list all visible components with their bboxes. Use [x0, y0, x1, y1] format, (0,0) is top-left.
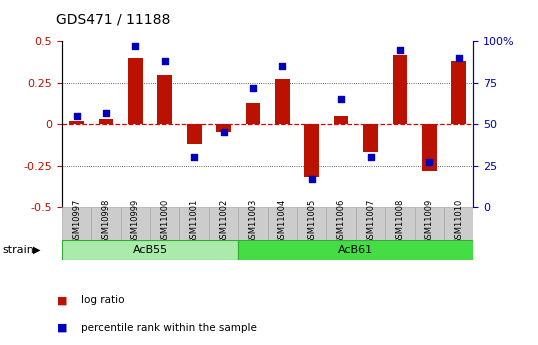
Point — [72, 113, 81, 119]
Text: strain: strain — [3, 245, 34, 255]
Point — [278, 63, 287, 69]
Text: GSM11006: GSM11006 — [337, 199, 345, 245]
Text: ▶: ▶ — [33, 245, 41, 255]
Text: ■: ■ — [56, 323, 67, 333]
Bar — [238, 240, 473, 260]
Bar — [91, 207, 121, 240]
Bar — [422, 124, 437, 170]
Bar — [62, 207, 91, 240]
Point — [190, 155, 199, 160]
Bar — [415, 207, 444, 240]
Bar — [216, 124, 231, 132]
Text: percentile rank within the sample: percentile rank within the sample — [81, 323, 257, 333]
Bar — [209, 207, 238, 240]
Point — [366, 155, 375, 160]
Text: GSM11002: GSM11002 — [219, 199, 228, 244]
Bar — [275, 79, 289, 124]
Point — [307, 176, 316, 181]
Point — [249, 85, 257, 90]
Text: GSM11005: GSM11005 — [307, 199, 316, 244]
Text: AcB55: AcB55 — [132, 245, 168, 255]
Point — [425, 159, 434, 165]
Text: GSM11003: GSM11003 — [249, 199, 258, 245]
Bar — [451, 61, 466, 124]
Point — [102, 110, 110, 115]
Text: GSM11009: GSM11009 — [425, 199, 434, 244]
Bar — [187, 124, 202, 144]
Bar — [180, 207, 209, 240]
Bar — [238, 207, 268, 240]
Text: GSM11000: GSM11000 — [160, 199, 169, 244]
Point — [337, 97, 345, 102]
Point — [220, 130, 228, 135]
Text: GSM11001: GSM11001 — [190, 199, 199, 244]
Bar — [356, 207, 385, 240]
Point — [395, 47, 404, 52]
Text: GSM10998: GSM10998 — [102, 199, 110, 245]
Bar — [327, 207, 356, 240]
Text: GDS471 / 11188: GDS471 / 11188 — [56, 12, 171, 26]
Bar — [62, 240, 238, 260]
Text: AcB61: AcB61 — [338, 245, 373, 255]
Bar — [246, 103, 260, 124]
Bar — [297, 207, 327, 240]
Bar — [128, 58, 143, 124]
Bar — [305, 124, 319, 177]
Bar — [363, 124, 378, 152]
Text: GSM10997: GSM10997 — [72, 199, 81, 245]
Bar — [98, 119, 114, 124]
Bar — [267, 207, 297, 240]
Text: GSM11004: GSM11004 — [278, 199, 287, 244]
Bar — [334, 116, 349, 124]
Point — [160, 59, 169, 64]
Bar — [158, 75, 172, 124]
Bar — [121, 207, 150, 240]
Text: GSM11007: GSM11007 — [366, 199, 375, 245]
Text: GSM11010: GSM11010 — [454, 199, 463, 244]
Bar — [444, 207, 473, 240]
Text: GSM11008: GSM11008 — [395, 199, 405, 245]
Bar — [393, 55, 407, 124]
Text: ■: ■ — [56, 295, 67, 305]
Bar — [150, 207, 180, 240]
Text: log ratio: log ratio — [81, 295, 124, 305]
Point — [455, 55, 463, 61]
Text: GSM10999: GSM10999 — [131, 199, 140, 244]
Bar — [69, 121, 84, 124]
Point — [131, 43, 140, 49]
Bar — [385, 207, 415, 240]
